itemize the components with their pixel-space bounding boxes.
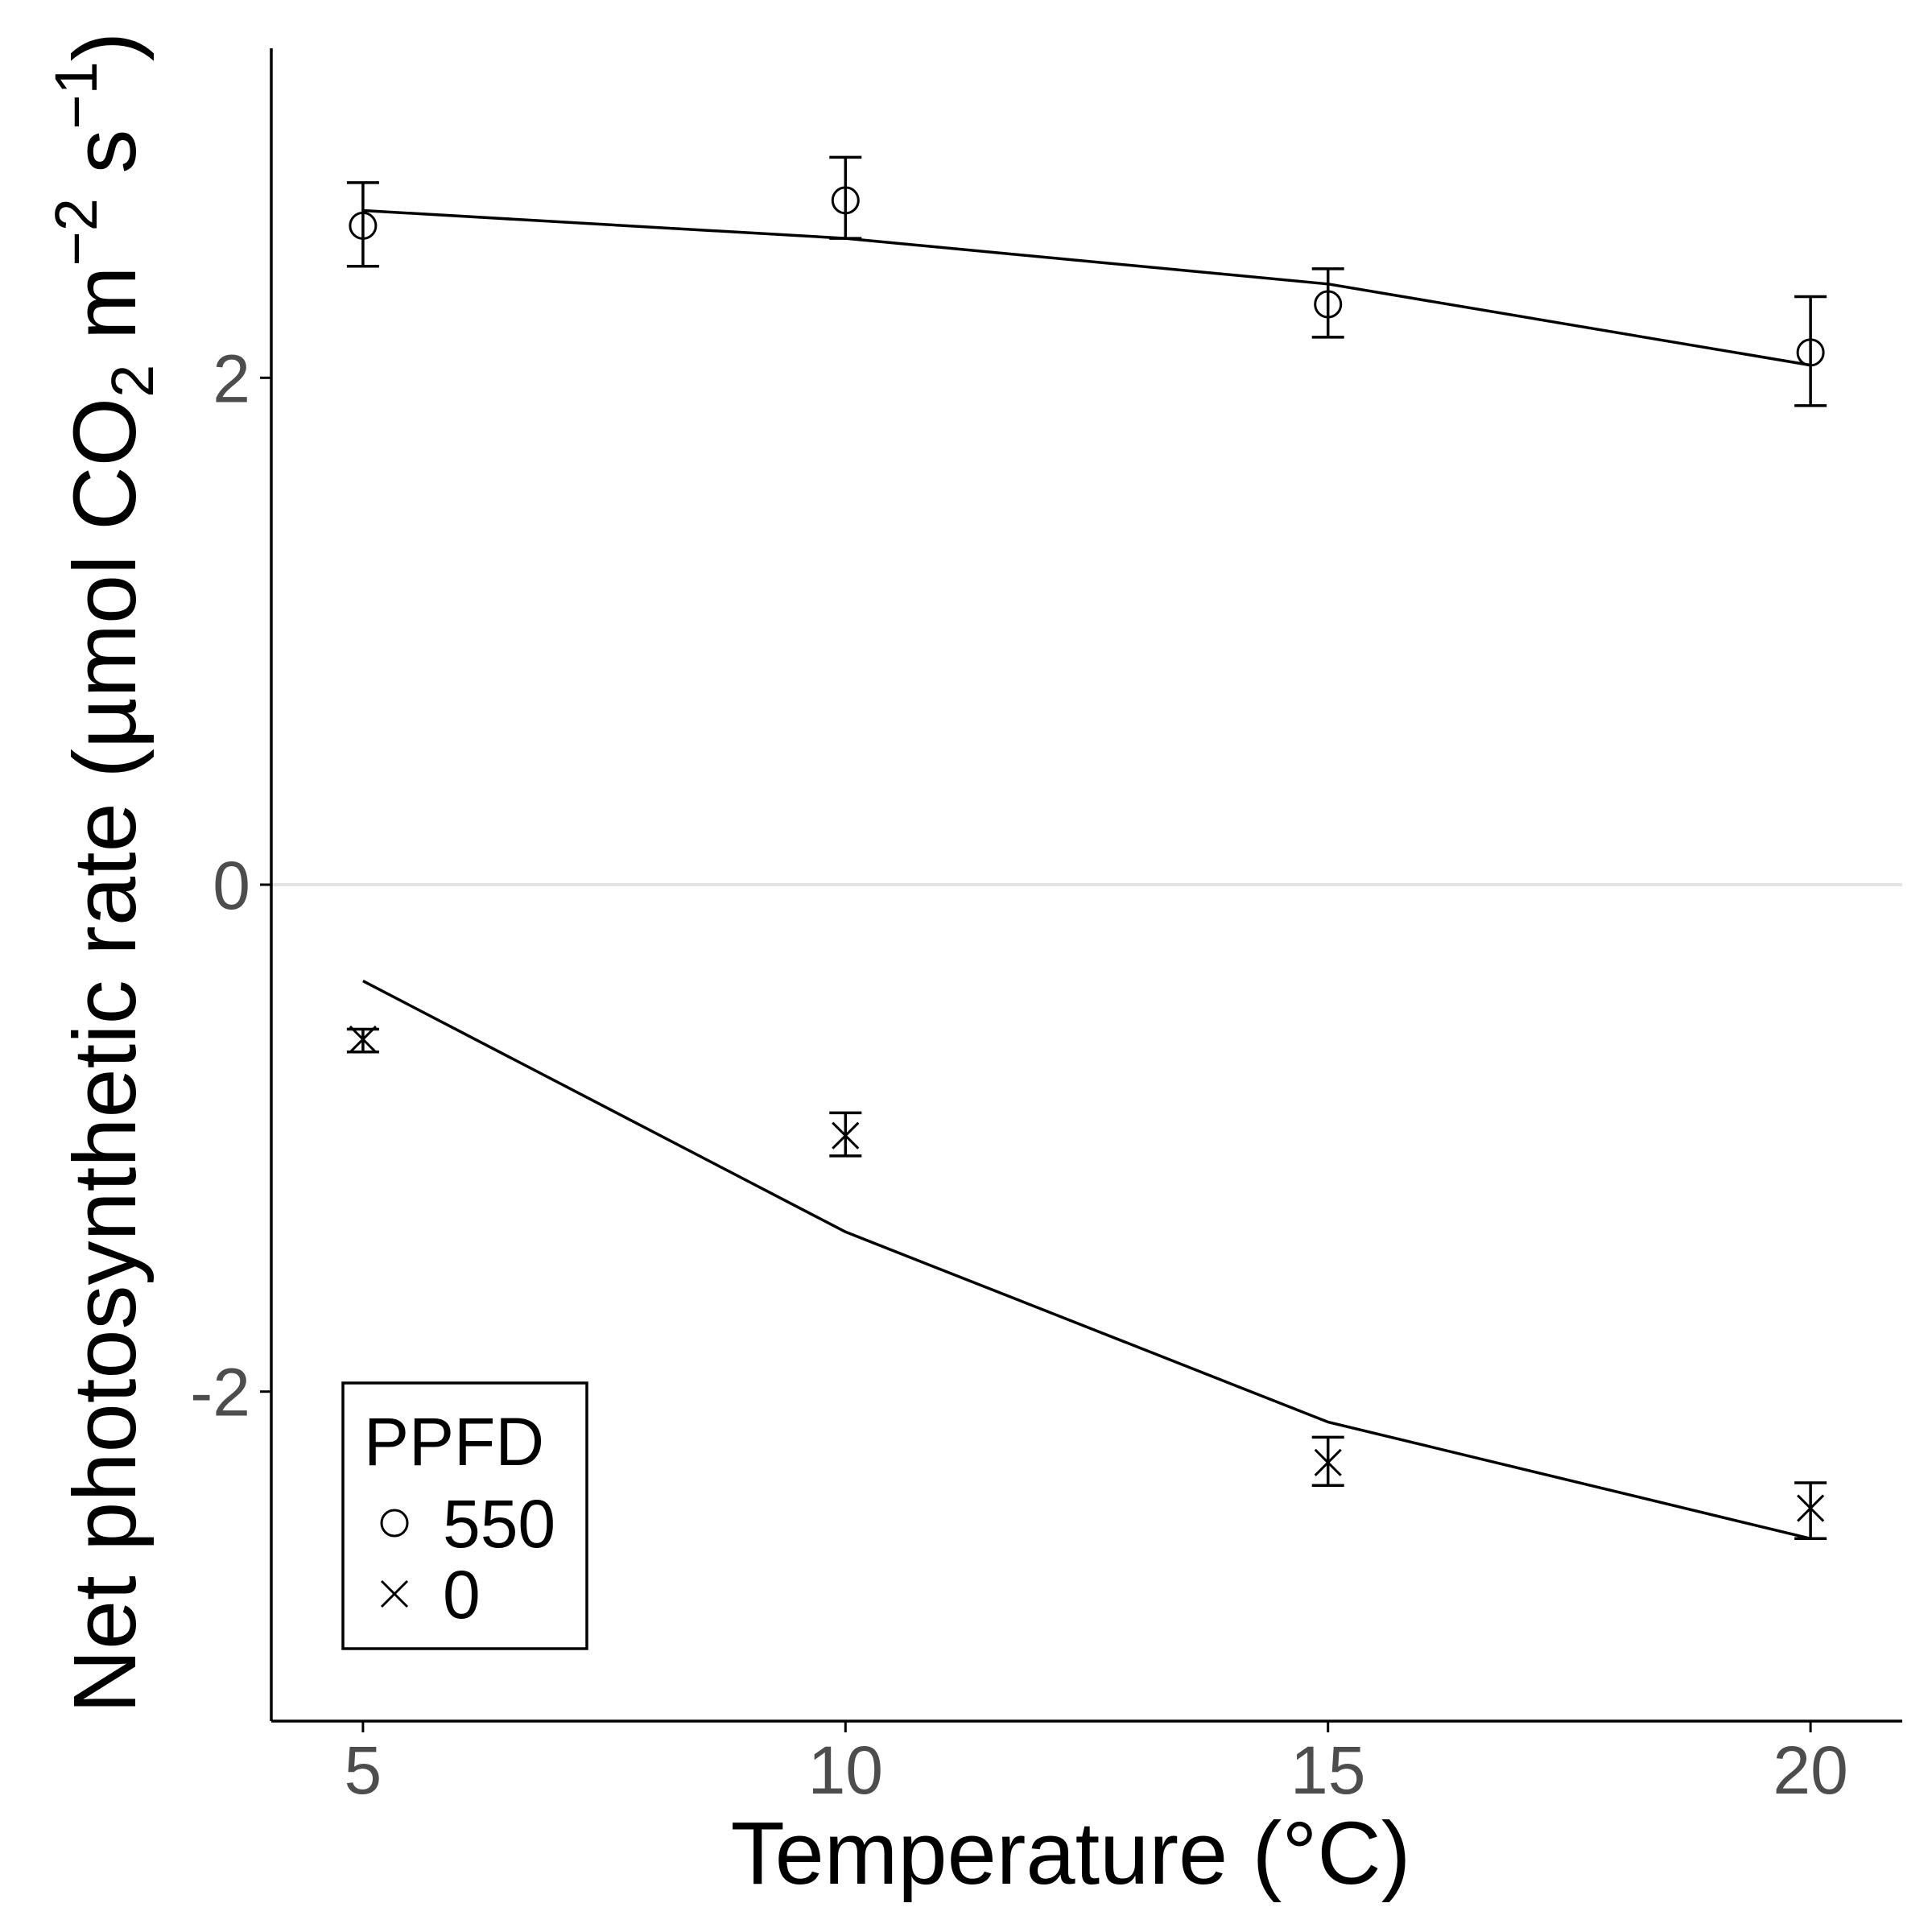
data-point	[349, 1025, 377, 1054]
legend-label-550: 550	[443, 1486, 555, 1562]
x-axis-ticks: 5 10 15 20	[345, 1721, 1848, 1808]
legend-title: PPFD	[364, 1404, 544, 1480]
fit-curve	[362, 980, 1811, 1541]
plot-area	[271, 155, 1902, 1541]
y-axis-title-suffix: )	[56, 32, 155, 62]
data-point	[832, 1121, 860, 1150]
x-tick-label: 15	[1290, 1732, 1365, 1808]
series-1	[346, 980, 1827, 1541]
y-axis-title: Net photosynthetic rate (µmol CO2 m−2 s−…	[43, 32, 166, 1714]
fit-curve	[362, 208, 1811, 367]
data-point	[831, 186, 860, 215]
legend-marker-circle	[380, 1509, 409, 1538]
error-bar	[1794, 1481, 1827, 1541]
y-axis-title-superscript-1: −2	[43, 198, 109, 266]
error-bar	[1311, 267, 1344, 339]
series-0	[346, 155, 1827, 407]
y-axis-ticks: -2 0 2	[190, 341, 271, 1430]
y-tick-label: -2	[190, 1355, 250, 1430]
y-axis-title-mid2: s	[56, 130, 155, 199]
y-axis-title-superscript-2: −1	[43, 61, 109, 129]
series-layer	[346, 155, 1827, 1541]
data-point	[1797, 1494, 1825, 1522]
data-point	[1314, 290, 1343, 319]
y-tick-label: 0	[213, 848, 250, 923]
x-tick-label: 20	[1773, 1732, 1847, 1808]
data-point	[349, 211, 378, 240]
error-bar	[346, 181, 379, 268]
y-axis-title-mid1: m	[56, 266, 155, 365]
y-axis-title-prefix: Net photosynthetic rate (µmol CO	[56, 398, 155, 1714]
error-bar	[829, 155, 862, 240]
data-point	[1314, 1448, 1342, 1476]
error-bar	[1794, 295, 1827, 407]
x-tick-label: 10	[808, 1732, 883, 1808]
y-axis-title-subscript: 2	[99, 365, 166, 398]
y-tick-label: 2	[213, 341, 250, 416]
legend: PPFD 550 0	[341, 1381, 588, 1650]
x-tick-label: 5	[345, 1732, 382, 1808]
data-point	[1796, 338, 1825, 367]
legend-marker-cross	[380, 1579, 409, 1608]
x-axis-title: Temperature (°C)	[731, 1804, 1411, 1903]
legend-label-0: 0	[443, 1557, 481, 1633]
